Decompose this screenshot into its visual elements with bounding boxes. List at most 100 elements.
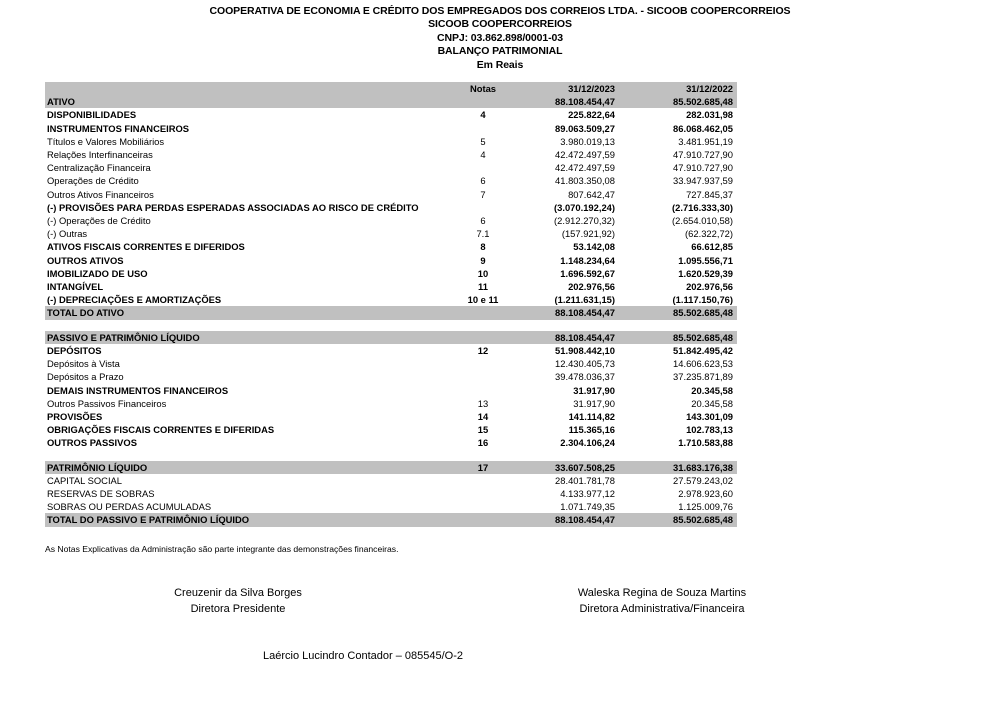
- row-label: OUTROS PASSIVOS: [47, 437, 137, 449]
- table-row: CAPITAL SOCIAL 28.401.781,78 27.579.243,02: [45, 474, 737, 487]
- row-value-current: 807.642,47: [568, 188, 615, 200]
- row-value-previous: 282.031,98: [686, 109, 733, 121]
- row-label: Operações de Crédito: [47, 175, 139, 187]
- row-label: OBRIGAÇÕES FISCAIS CORRENTES E DIFERIDAS: [47, 424, 275, 436]
- row-note-ref: [445, 201, 521, 214]
- row-note-ref: [445, 306, 521, 320]
- row-value-current: 31.917,90: [573, 384, 615, 396]
- row-value-current: 115.365,16: [568, 424, 615, 436]
- row-label: TOTAL DO PASSIVO E PATRIMÔNIO LÍQUIDO: [45, 513, 445, 527]
- row-value-current: 88.108.454,47: [521, 306, 619, 320]
- table-row: OBRIGAÇÕES FISCAIS CORRENTES E DIFERIDAS…: [45, 423, 737, 436]
- row-label: SOBRAS OU PERDAS ACUMULADAS: [47, 501, 212, 513]
- signature-block-accountant: Laércio Lucindro Contador – 085545/O-2: [163, 648, 563, 665]
- row-value-previous: (1.117.150,76): [672, 294, 733, 306]
- row-value-current: 1.071.749,35: [560, 501, 615, 513]
- table-row: TOTAL DO ATIVO 88.108.454,47 85.502.685,48: [45, 306, 737, 320]
- row-label: IMOBILIZADO DE USO: [47, 267, 148, 279]
- table-row: DISPONIBILIDADES 4 225.822,64 282.031,98: [45, 108, 737, 121]
- row-note-ref: 4: [480, 149, 486, 161]
- row-label: DEMAIS INSTRUMENTOS FINANCEIROS: [47, 384, 229, 396]
- row-value-current: 4.133.977,12: [560, 487, 615, 499]
- table-row: Depósitos a Prazo 39.478.036,37 37.235.871…: [45, 370, 737, 383]
- table-row: (-) PROVISÕES PARA PERDAS ESPERADAS ASSO…: [45, 201, 737, 214]
- row-note-ref: 11: [478, 281, 488, 293]
- row-note-ref: 9: [480, 254, 486, 266]
- table-row: IMOBILIZADO DE USO 10 1.696.592,67 1.620.52…: [45, 267, 737, 280]
- row-value-current: 39.478.036,37: [555, 371, 615, 383]
- spacer-cell: [45, 319, 737, 331]
- row-note-ref: [445, 500, 521, 513]
- row-note-ref: 7.1: [476, 228, 490, 240]
- row-value-current: 88.108.454,47: [521, 330, 619, 344]
- row-label: Centralização Financeira: [47, 162, 151, 174]
- row-note-ref: [445, 384, 521, 397]
- row-value-current: (2.912.270,32): [554, 215, 615, 227]
- row-note-ref: 10 e 11: [467, 294, 499, 306]
- spacer-cell: [45, 449, 737, 461]
- row-value-previous: 3.481.951,19: [678, 135, 733, 147]
- row-label: DEPÓSITOS: [47, 344, 102, 356]
- row-value-previous: 27.579.243,02: [673, 474, 733, 486]
- balance-sheet-body: Notas 31/12/2023 31/12/2022 ATIVO 88.108.454…: [45, 82, 737, 527]
- signature-name-financial-director: Waleska Regina de Souza Martins: [577, 586, 747, 599]
- row-label: PASSIVO E PATRIMÔNIO LÍQUIDO: [45, 330, 445, 344]
- row-value-previous: 1.095.556,71: [678, 254, 733, 266]
- table-row: PATRIMÔNIO LÍQUIDO 17 33.607.508,25 31.683.…: [45, 460, 737, 474]
- row-value-previous: 86.068.462,05: [673, 122, 733, 134]
- signature-row: Creuzenir da Silva Borges Diretora Presi…: [0, 585, 1000, 618]
- row-value-previous: 1.710.583,88: [678, 437, 733, 449]
- table-row: (-) Outras 7.1 (157.921,92) (62.322,72): [45, 227, 737, 240]
- row-label: OUTROS ATIVOS: [47, 254, 124, 266]
- table-row: OUTROS ATIVOS 9 1.148.234,64 1.095.556,71: [45, 254, 737, 267]
- row-value-previous: 2.978.923,60: [678, 487, 733, 499]
- column-header-previous-period: 31/12/2022: [619, 82, 737, 96]
- row-note-ref: 12: [477, 344, 489, 356]
- row-note-ref: [445, 122, 521, 135]
- row-value-previous: 20.345,58: [691, 397, 733, 409]
- table-row: RESERVAS DE SOBRAS 4.133.977,12 2.978.923,…: [45, 487, 737, 500]
- row-value-current: 1.696.592,67: [560, 267, 615, 279]
- row-value-current: (157.921,92): [561, 228, 615, 240]
- table-row: DEMAIS INSTRUMENTOS FINANCEIROS 31.917,90…: [45, 384, 737, 397]
- row-value-current: 33.607.508,25: [521, 460, 619, 474]
- row-label: Outros Passivos Financeiros: [47, 397, 167, 409]
- row-label: (-) Outras: [47, 228, 88, 240]
- balance-sheet-table: Notas 31/12/2023 31/12/2022 ATIVO 88.108.454…: [45, 82, 737, 527]
- row-value-previous: 20.345,58: [691, 384, 733, 396]
- row-note-ref: [445, 330, 521, 344]
- row-note-ref: 10: [477, 267, 489, 279]
- table-row: INTANGÍVEL 11 202.976,56 202.976,56: [45, 280, 737, 293]
- signature-name-president: Creuzenir da Silva Borges: [174, 586, 302, 599]
- row-value-current: 31.917,90: [573, 397, 615, 409]
- row-label: [45, 82, 445, 96]
- row-note-ref: 4: [480, 109, 486, 121]
- row-label: Depósitos à Vista: [47, 358, 120, 370]
- signature-block-president: Creuzenir da Silva Borges Diretora Presi…: [38, 585, 438, 618]
- row-note-ref: 17: [445, 460, 521, 474]
- header-line-statement-title: BALANÇO PATRIMONIAL: [437, 45, 563, 58]
- row-value-previous: 727.845,37: [686, 188, 733, 200]
- table-row: Outros Ativos Financeiros 7 807.642,47 727.…: [45, 188, 737, 201]
- row-label: Outros Ativos Financeiros: [47, 188, 154, 200]
- table-row: OUTROS PASSIVOS 16 2.304.106,24 1.710.583,8…: [45, 436, 737, 449]
- row-value-previous: 85.502.685,48: [619, 95, 737, 109]
- row-value-previous: 51.842.495,42: [673, 344, 733, 356]
- table-spacer-row: [45, 449, 737, 461]
- signature-role-financial-director: Diretora Administrativa/Financeira: [579, 603, 745, 616]
- row-value-previous: 47.910.727,90: [673, 149, 733, 161]
- row-value-previous: 66.612,85: [691, 241, 733, 253]
- row-note-ref: 13: [477, 397, 489, 409]
- row-note-ref: [445, 474, 521, 487]
- row-value-current: 88.108.454,47: [521, 513, 619, 527]
- row-value-current: 12.430.405,73: [555, 358, 615, 370]
- row-value-current: 141.114,82: [568, 410, 615, 422]
- row-value-current: 41.803.350,08: [555, 175, 615, 187]
- row-value-previous: 1.620.529,39: [678, 267, 733, 279]
- table-row: PASSIVO E PATRIMÔNIO LÍQUIDO 88.108.454,4…: [45, 330, 737, 344]
- row-note-ref: [445, 357, 521, 370]
- row-note-ref: 7: [480, 188, 486, 200]
- row-value-current: (3.070.192,24): [554, 201, 615, 213]
- row-value-previous: (2.716.333,30): [672, 201, 733, 213]
